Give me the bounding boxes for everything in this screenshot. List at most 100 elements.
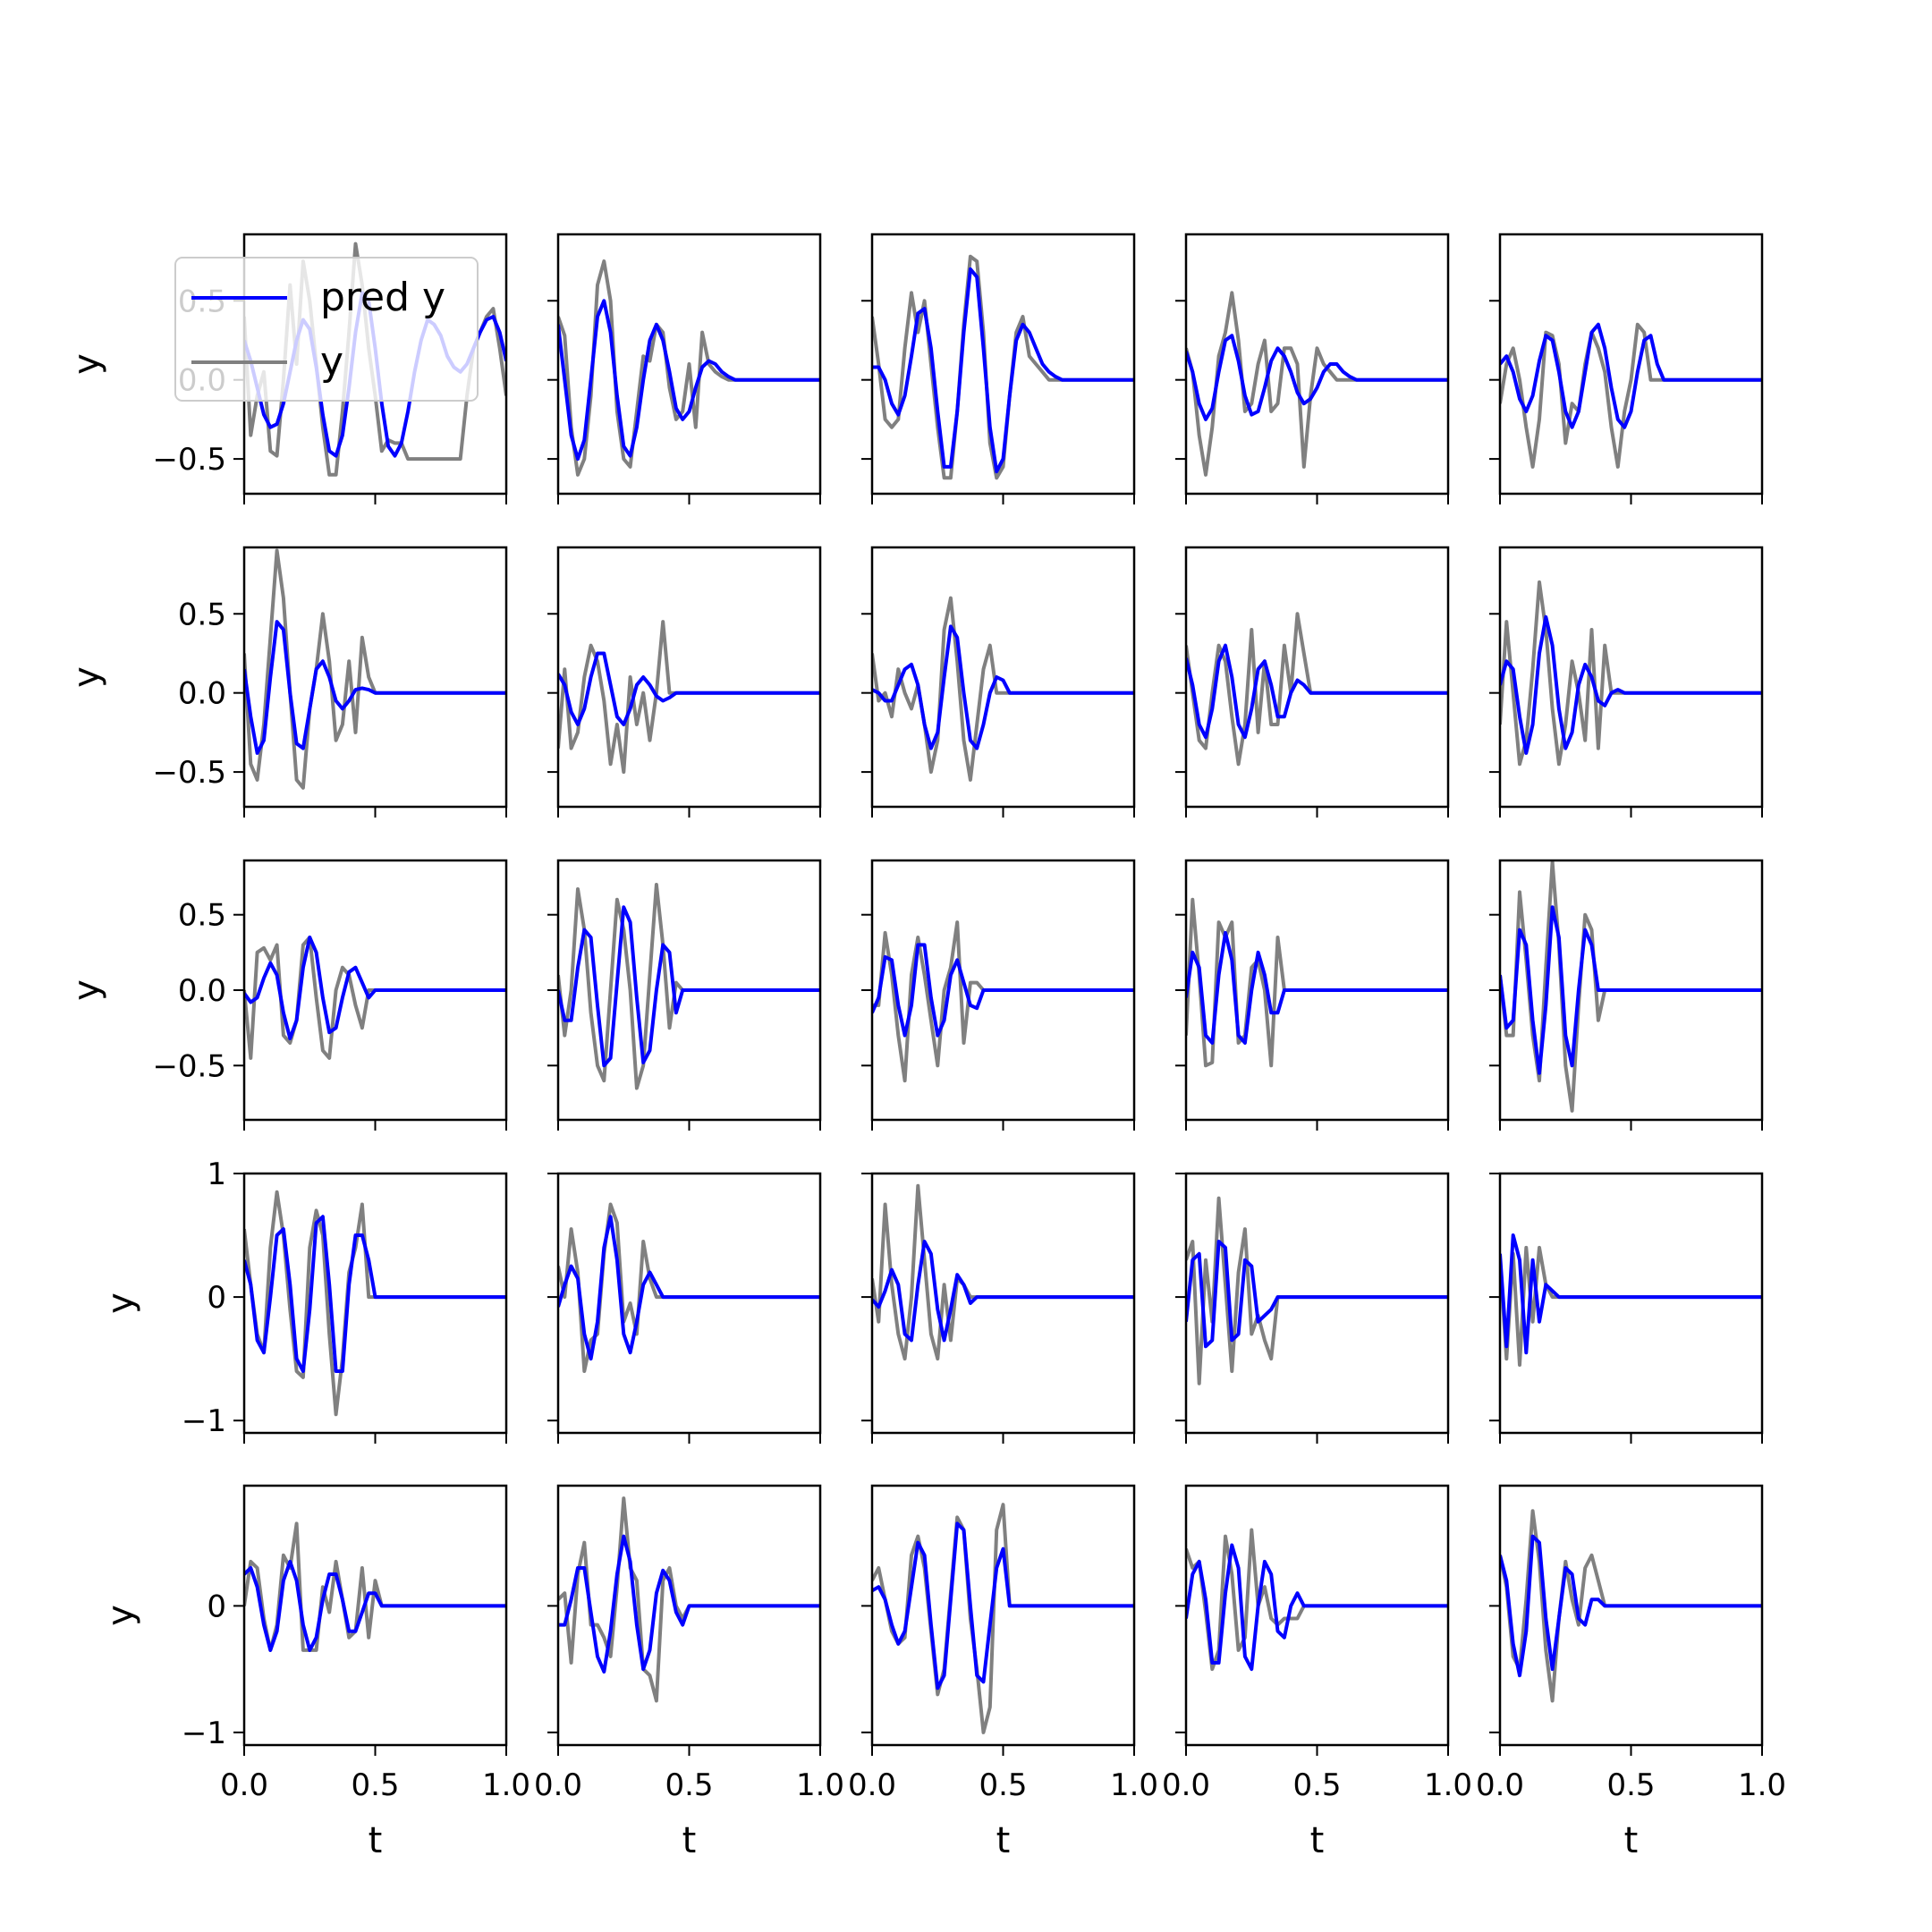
x-tick-label: 0.5 [979, 1767, 1027, 1803]
series-pred-y-line [244, 1559, 506, 1652]
subplot-lines [872, 920, 1134, 1083]
x-axis-label: t [996, 1820, 1011, 1861]
subplot-lines [1186, 1528, 1448, 1672]
x-tick-label: 1.0 [1738, 1767, 1786, 1803]
series-pred-y-line [1500, 905, 1762, 1075]
series-pred-y-line [244, 1215, 506, 1373]
series-pred-y-line [1186, 1543, 1448, 1672]
subplot [861, 1172, 1136, 1444]
subplot-lines [1500, 1509, 1762, 1703]
x-tick-label: 0.5 [1292, 1767, 1341, 1803]
y-tick-label: 0.0 [178, 973, 226, 1009]
x-tick-label: 0.5 [351, 1767, 399, 1803]
subplot [1175, 233, 1450, 504]
series-pred-y-line [1500, 322, 1762, 429]
series-pred-y-line [1500, 1233, 1762, 1355]
subplot: −0.5 0.0 0.5 y [66, 546, 508, 818]
x-tick-label: 0.5 [665, 1767, 713, 1803]
subplot: 0.0 0.5 1.0 t [848, 1484, 1158, 1861]
subplot-lines [872, 1503, 1134, 1734]
legend-box [174, 257, 479, 402]
y-tick-label: −1 [182, 1716, 226, 1751]
x-tick-label: 1.0 [482, 1767, 530, 1803]
subplot: 0.0 0.5 1.0 t [1476, 1484, 1786, 1861]
series-pred-y-line [558, 651, 820, 726]
y-axis-label: y [100, 1292, 141, 1314]
y-tick-label: 0.0 [178, 676, 226, 712]
y-axis-label: y [66, 353, 107, 375]
x-tick-label: 0.5 [1606, 1767, 1655, 1803]
y-tick-label: −0.5 [152, 1048, 226, 1084]
subplot: 0.0 0.5 1.0 t [1162, 1484, 1472, 1861]
subplot [547, 859, 822, 1131]
subplot: 0.0 0.5 1.0 t [534, 1484, 844, 1861]
x-axis-label: t [369, 1820, 383, 1861]
subplot-lines [1500, 860, 1762, 1113]
y-tick-label: −1 [182, 1403, 226, 1439]
series-pred-y-line [1186, 643, 1448, 740]
subplot [861, 859, 1136, 1131]
subplot [547, 1172, 822, 1444]
subplot-lines [1186, 291, 1448, 477]
y-tick-label: 0.5 [178, 597, 226, 632]
subplot-lines [244, 548, 506, 790]
subplot-lines [1186, 1196, 1448, 1385]
subplot-lines [558, 620, 820, 775]
y-axis-label: y [66, 666, 107, 688]
series-pred-y-line [558, 905, 820, 1068]
series-pred-y-line [558, 1534, 820, 1674]
subplot [1175, 1172, 1450, 1444]
y-tick-label: 0 [207, 1589, 226, 1624]
x-tick-label: 0.0 [534, 1767, 582, 1803]
x-tick-label: 0.0 [1476, 1767, 1524, 1803]
subplot-lines [244, 1521, 506, 1652]
x-tick-label: 1.0 [1424, 1767, 1472, 1803]
subplot-lines [1500, 1233, 1762, 1367]
y-tick-label: 0 [207, 1280, 226, 1316]
subplot-grid: −0.5 0.0 0.5 y −0.5 0.0 0.5 y −0.5 0.0 0.5 y −1 0 1 y 0.… [66, 233, 1786, 1861]
subplot-lines [1186, 612, 1448, 767]
y-tick-label: −0.5 [152, 442, 226, 478]
subplot: −0.5 0.0 0.5 y [66, 859, 508, 1131]
subplot-lines [1500, 580, 1762, 767]
subplot-lines [1500, 322, 1762, 469]
y-axis-label: y [66, 979, 107, 1001]
series-pred-y-line [244, 620, 506, 755]
subplot-lines [244, 936, 506, 1060]
subplot-lines [558, 883, 820, 1090]
series-pred-y-line [872, 267, 1134, 474]
legend: pred y y [174, 257, 479, 402]
subplot-lines [244, 1190, 506, 1417]
series-pred-y-line [1186, 1240, 1448, 1349]
x-tick-label: 0.0 [848, 1767, 896, 1803]
legend-label-pred-y: pred y [320, 275, 445, 320]
y-tick-label: 1 [207, 1157, 226, 1192]
subplot-lines [558, 1202, 820, 1373]
subplot [1489, 1172, 1764, 1444]
subplot: 0.0 0.5 1.0 t −1 0 y [100, 1484, 530, 1861]
subplot [1489, 546, 1764, 818]
subplot [1175, 859, 1450, 1131]
subplot [1489, 859, 1764, 1131]
subplot-lines [872, 254, 1134, 480]
series-pred-y-line [1500, 614, 1762, 755]
series-pred-y-line [1186, 930, 1448, 1045]
series-pred-y-line [1186, 334, 1448, 421]
y-tick-label: −0.5 [152, 755, 226, 791]
x-axis-label: t [1624, 1820, 1639, 1861]
subplot [547, 546, 822, 818]
subplot-lines [1186, 897, 1448, 1068]
series-pred-y-line [872, 1240, 1134, 1343]
x-axis-label: t [1310, 1820, 1325, 1861]
subplot [1489, 233, 1764, 504]
series-pred-y-line [244, 936, 506, 1040]
series-pred-y-line [1500, 1534, 1762, 1678]
x-axis-label: t [682, 1820, 697, 1861]
x-tick-label: 1.0 [796, 1767, 844, 1803]
x-tick-label: 0.0 [1162, 1767, 1210, 1803]
subplot [861, 233, 1136, 504]
subplot: −1 0 1 y [100, 1157, 508, 1444]
subplot-lines [558, 259, 820, 477]
y-axis-label: y [100, 1605, 141, 1626]
